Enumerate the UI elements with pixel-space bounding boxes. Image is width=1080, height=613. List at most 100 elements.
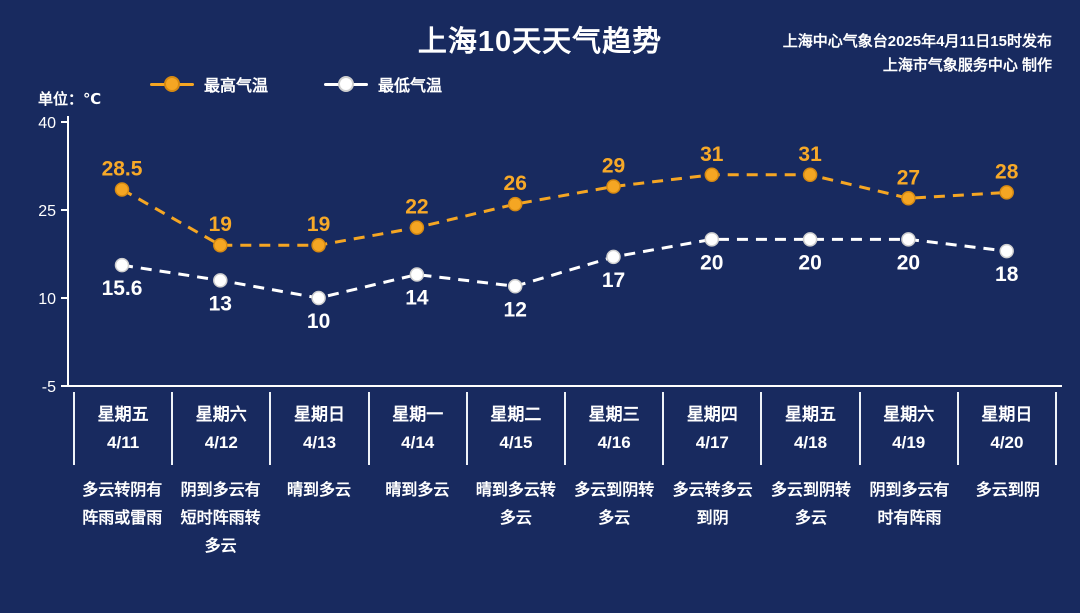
- max-temp-value: 28.5: [102, 157, 143, 180]
- unit-label: 单位：℃: [38, 91, 102, 108]
- day-cell: 星期一 4/14: [367, 392, 466, 465]
- page-title: 上海10天天气趋势: [417, 26, 663, 58]
- day-cell: 星期五 4/11: [73, 392, 171, 465]
- max-temp-point: [114, 182, 130, 197]
- day-name: 星期三: [588, 405, 640, 424]
- min-temp-point: [409, 267, 425, 282]
- max-temp-value: 22: [405, 196, 428, 219]
- day-name: 星期五: [97, 405, 149, 424]
- min-temp-value: 12: [504, 298, 527, 321]
- day-name: 星期日: [981, 405, 1033, 424]
- min-temp-value: 20: [700, 251, 723, 274]
- day-date: 4/19: [892, 433, 926, 452]
- y-axis-tick-label: 10: [38, 291, 56, 308]
- weather-text: 多云转多云到阴: [672, 482, 753, 527]
- legend-label-max-temp: 最高气温: [204, 78, 269, 95]
- max-temp-value: 31: [798, 143, 822, 166]
- weather-text: 阴到多云有短时阵雨转多云: [180, 482, 261, 555]
- weather-text: 晴到多云: [287, 482, 352, 499]
- min-temp-point: [802, 232, 818, 247]
- min-temp-point: [999, 243, 1014, 259]
- max-temp-point: [213, 237, 228, 253]
- max-temp-point: [901, 191, 916, 206]
- weather-text: 多云到阴转多云: [574, 482, 655, 527]
- max-temp-point: [409, 220, 425, 235]
- min-temp-point: [213, 273, 228, 288]
- max-temp-point: [606, 179, 621, 194]
- y-axis-tick-label: 40: [38, 115, 56, 132]
- weather-text: 晴到多云: [385, 482, 450, 499]
- day-date: 4/12: [204, 433, 238, 452]
- day-name: 星期日: [294, 405, 345, 424]
- max-temp-value: 26: [504, 172, 527, 195]
- day-cell: 星期三 4/16: [564, 392, 662, 465]
- max-temp-point: [999, 185, 1014, 200]
- day-cell: 星期日 4/13: [269, 392, 367, 465]
- max-temp-point: [311, 237, 326, 253]
- max-temp-value: 31: [700, 143, 724, 166]
- day-date: 4/16: [597, 433, 631, 452]
- weather-text: 多云转阴有阵雨或雷雨: [82, 482, 163, 527]
- weather-text: 多云到阴: [975, 482, 1040, 499]
- day-row: 星期五 4/11 星期六 4/12 星期日 4/13 星期一 4/14 星期二 4/15 星期三 4/…: [73, 392, 1058, 465]
- max-temp-point: [704, 167, 720, 183]
- day-date: 4/14: [401, 433, 435, 452]
- day-cell: 星期五 4/18: [760, 392, 858, 465]
- max-temp-value: 27: [897, 166, 920, 189]
- min-temp-value: 15.6: [102, 277, 143, 300]
- max-temp-point: [802, 167, 818, 183]
- y-axis-tick-label: -5: [42, 379, 56, 396]
- min-temp-value: 14: [405, 287, 429, 310]
- day-cell: 星期日 4/20: [956, 392, 1058, 465]
- min-temp-legend-icon: [324, 76, 369, 92]
- day-date: 4/18: [793, 433, 828, 452]
- day-name: 星期二: [490, 405, 542, 424]
- day-name: 星期四: [686, 405, 738, 424]
- day-date: 4/11: [107, 433, 140, 452]
- day-name: 星期一: [392, 405, 444, 424]
- day-name: 星期五: [785, 405, 837, 424]
- min-temp-value: 17: [602, 269, 625, 292]
- min-temp-point: [114, 257, 130, 273]
- source-info: 上海中心气象台2025年4月11日15时发布 上海市气象服务中心 制作: [783, 30, 1052, 78]
- min-temp-value: 18: [995, 263, 1019, 286]
- min-temp-point: [704, 232, 720, 247]
- min-temp-point: [311, 290, 326, 306]
- max-temp-point: [507, 196, 523, 212]
- day-cell: 星期二 4/15: [465, 392, 564, 465]
- min-temp-point: [901, 232, 916, 247]
- min-temp-line: [121, 237, 1007, 300]
- weather-row: 多云转阴有阵雨或雷雨 阴到多云有短时阵雨转多云 晴到多云 晴到多云 晴到多云转多云 多云到…: [73, 477, 1057, 561]
- day-cell: 星期四 4/17: [662, 392, 760, 465]
- day-date: 4/17: [695, 433, 729, 452]
- day-date: 4/20: [990, 433, 1024, 452]
- y-axis-tick-label: 25: [38, 203, 56, 220]
- max-temp-value: 29: [602, 155, 625, 178]
- weather-text: 多云到阴转多云: [771, 482, 852, 527]
- day-name: 星期六: [883, 405, 935, 424]
- max-temp-value: 19: [209, 213, 232, 236]
- day-date: 4/15: [499, 433, 533, 452]
- max-temp-line: [121, 173, 1007, 247]
- min-temp-value: 20: [798, 251, 821, 274]
- day-name: 星期六: [195, 405, 247, 424]
- legend-item-max-temp: 最高气温: [150, 72, 268, 96]
- max-temp-value: 28: [995, 160, 1019, 183]
- legend-label-min-temp: 最低气温: [378, 78, 443, 95]
- weather-text: 晴到多云转多云: [475, 482, 556, 527]
- legend-item-min-temp: 最低气温: [324, 72, 442, 96]
- source-line-2: 上海市气象服务中心 制作: [882, 57, 1052, 74]
- min-temp-value: 13: [209, 292, 232, 315]
- day-columns: 星期五 4/11 星期六 4/12 星期日 4/13 星期一 4/14 星期二 4/15 星期三 4/…: [73, 392, 1058, 561]
- max-temp-legend-icon: [150, 76, 194, 92]
- day-cell: 星期六 4/19: [858, 392, 957, 465]
- min-temp-point: [507, 279, 523, 294]
- min-temp-value: 10: [307, 310, 330, 333]
- day-date: 4/13: [302, 433, 337, 452]
- legend: 最高气温 最低气温: [150, 72, 442, 96]
- day-cell: 星期六 4/12: [171, 392, 269, 465]
- max-temp-value: 19: [307, 213, 330, 236]
- min-temp-value: 20: [897, 251, 920, 274]
